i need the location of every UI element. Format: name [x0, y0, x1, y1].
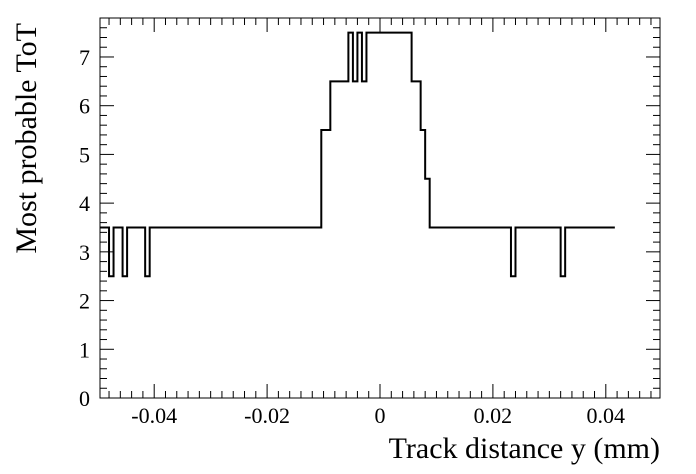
- x-tick-label: -0.02: [244, 403, 290, 428]
- x-tick-label: 0: [375, 403, 386, 428]
- y-tick-label: 7: [79, 45, 90, 70]
- x-axis-label: Track distance y (mm): [389, 432, 660, 465]
- plot-frame: [99, 17, 661, 399]
- y-tick-label: 0: [79, 386, 90, 411]
- axis-ticks: [100, 17, 660, 399]
- x-tick-label: 0.02: [474, 403, 513, 428]
- axis-tick-labels: -0.04 -0.02 0 0.02 0.04 0 1 2 3 4 5 6 7: [79, 45, 625, 428]
- y-tick-label: 2: [79, 289, 90, 314]
- y-tick-label: 1: [79, 337, 90, 362]
- y-tick-label: 3: [79, 240, 90, 265]
- histogram-step-line: [100, 31, 615, 278]
- y-axis-label: Most probable ToT: [10, 23, 43, 254]
- y-tick-label: 4: [79, 191, 90, 216]
- y-tick-label: 6: [79, 94, 90, 119]
- x-tick-label: 0.04: [587, 403, 626, 428]
- y-tick-label: 5: [79, 142, 90, 167]
- x-tick-label: -0.04: [131, 403, 177, 428]
